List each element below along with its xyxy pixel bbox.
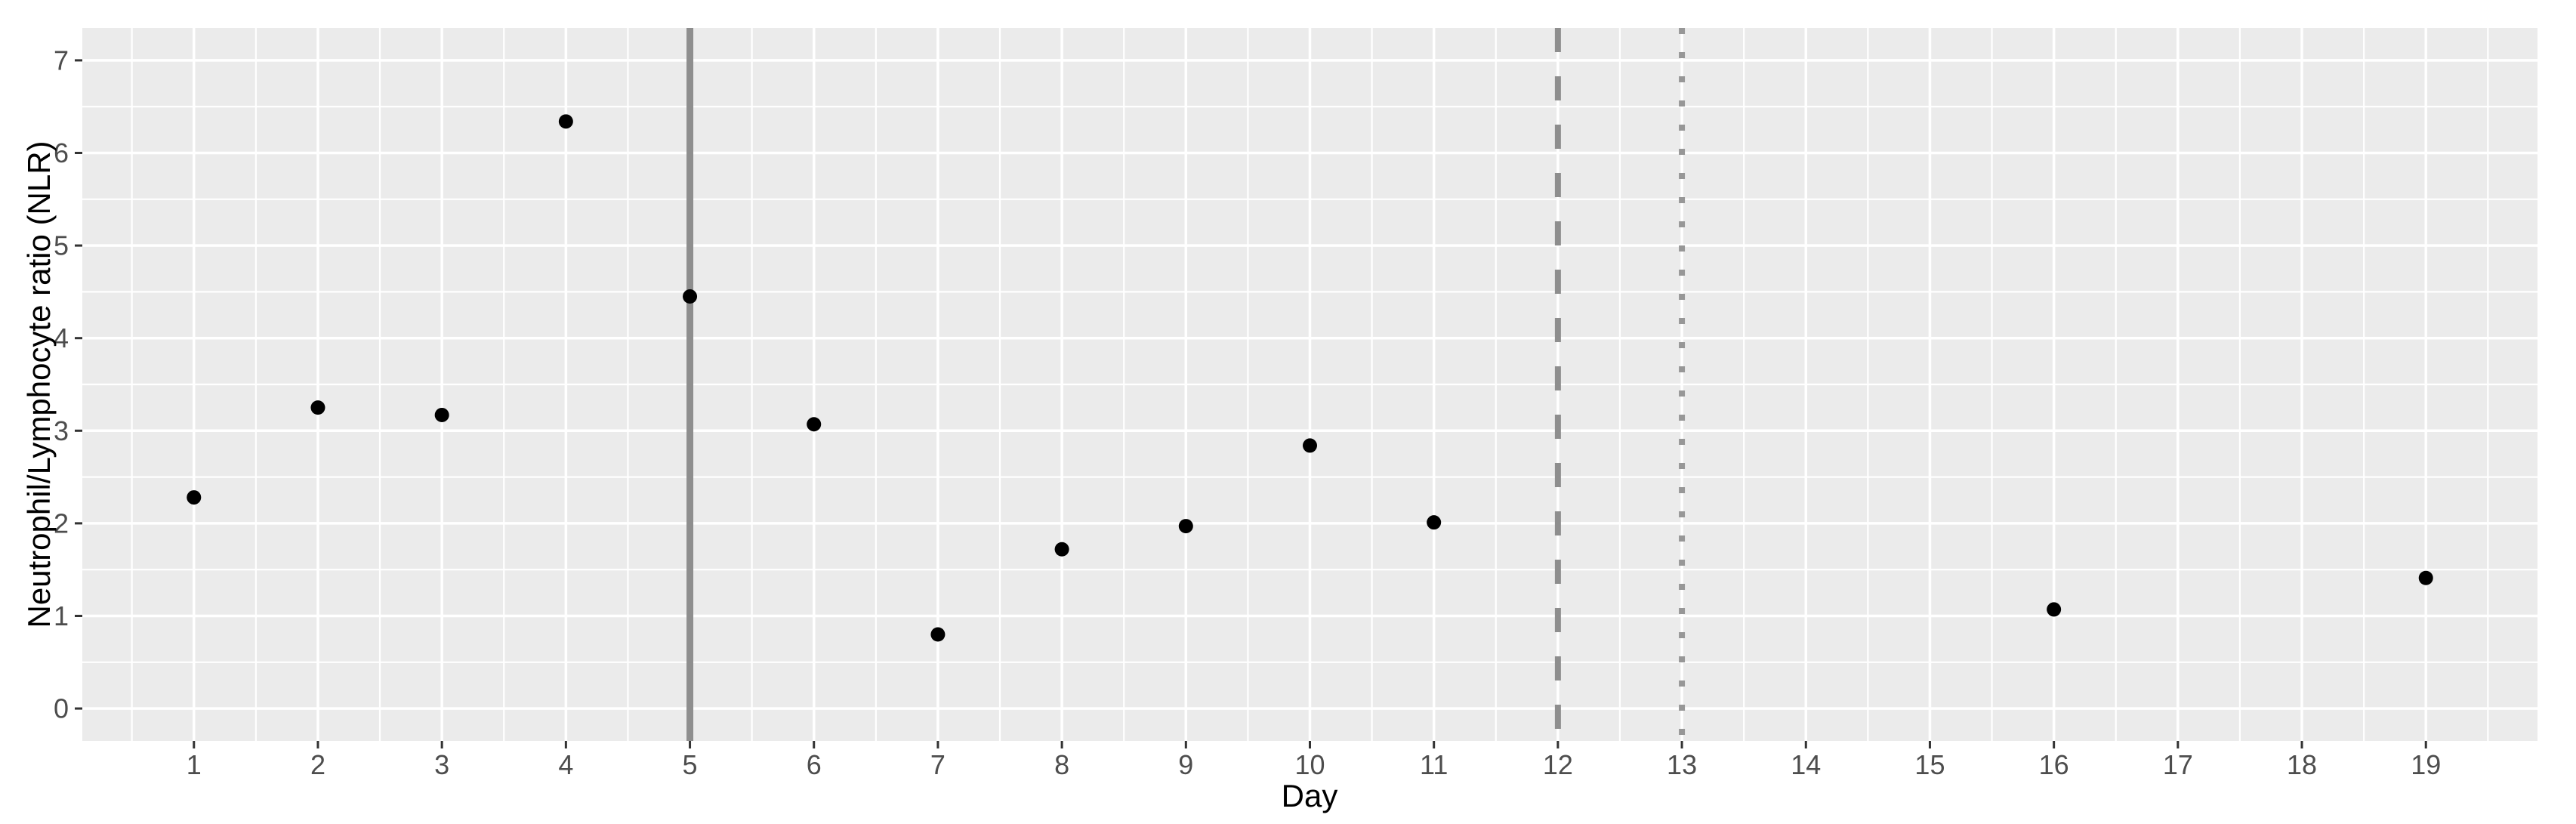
data-point bbox=[683, 289, 698, 304]
x-tick-label: 7 bbox=[930, 749, 946, 780]
x-tick-label: 2 bbox=[310, 749, 325, 780]
x-tick-label: 4 bbox=[558, 749, 573, 780]
x-tick-label: 8 bbox=[1054, 749, 1069, 780]
data-point bbox=[1427, 515, 1442, 530]
y-tick-label: 4 bbox=[54, 323, 69, 353]
x-tick-label: 6 bbox=[807, 749, 822, 780]
x-tick-label: 12 bbox=[1543, 749, 1573, 780]
x-tick-label: 19 bbox=[2411, 749, 2441, 780]
x-tick-label: 5 bbox=[683, 749, 698, 780]
x-tick-label: 14 bbox=[1791, 749, 1821, 780]
y-tick-label: 3 bbox=[54, 415, 69, 446]
reference-vlines bbox=[686, 28, 1686, 741]
y-tick-label: 2 bbox=[54, 508, 69, 539]
data-point bbox=[558, 114, 573, 129]
data-point bbox=[310, 400, 325, 415]
data-points bbox=[187, 114, 2433, 642]
x-tick-label: 18 bbox=[2287, 749, 2317, 780]
y-axis-title: Neutrophil/Lymphocyte ratio (NLR) bbox=[21, 140, 57, 628]
x-tick-label: 9 bbox=[1178, 749, 1193, 780]
data-point bbox=[930, 627, 946, 642]
x-tick-label: 3 bbox=[434, 749, 449, 780]
data-point bbox=[1178, 519, 1193, 534]
data-point bbox=[187, 490, 202, 505]
data-point bbox=[434, 407, 449, 422]
grid-major bbox=[82, 28, 2537, 741]
x-tick-label: 15 bbox=[1914, 749, 1945, 780]
axis-tick-marks bbox=[75, 59, 2427, 748]
data-point bbox=[1303, 438, 1317, 453]
x-tick-label: 17 bbox=[2163, 749, 2193, 780]
x-tick-label: 10 bbox=[1294, 749, 1325, 780]
x-tick-label: 1 bbox=[187, 749, 202, 780]
y-tick-label: 5 bbox=[54, 230, 69, 261]
y-tick-label: 6 bbox=[54, 137, 69, 168]
data-point bbox=[2047, 602, 2062, 617]
y-tick-label: 7 bbox=[54, 45, 69, 76]
data-point bbox=[2418, 570, 2433, 585]
x-tick-label: 16 bbox=[2039, 749, 2069, 780]
x-tick-label: 11 bbox=[1420, 749, 1448, 780]
y-tick-label: 0 bbox=[54, 693, 69, 724]
x-tick-label: 13 bbox=[1667, 749, 1697, 780]
data-point bbox=[807, 417, 822, 432]
data-point bbox=[1054, 542, 1069, 557]
x-axis-title: Day bbox=[1282, 778, 1338, 813]
y-tick-label: 1 bbox=[54, 600, 69, 631]
